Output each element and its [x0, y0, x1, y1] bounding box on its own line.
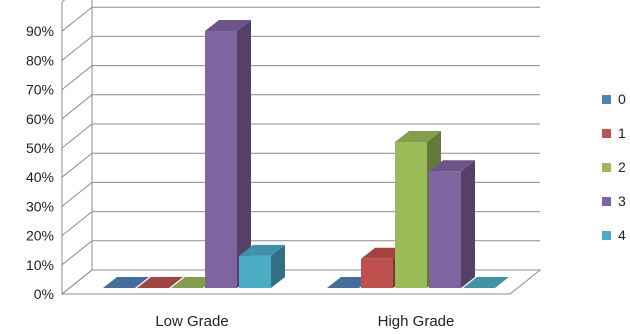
- bar-front: [429, 171, 461, 288]
- bar-side: [461, 160, 475, 288]
- y-tick-label: 10%: [26, 257, 54, 273]
- bar-side: [237, 20, 251, 288]
- bar-top: [395, 131, 441, 142]
- y-tick-label: 30%: [26, 198, 54, 214]
- gridline: [61, 152, 540, 178]
- gridline: [61, 123, 540, 149]
- legend-swatch: [602, 163, 611, 172]
- y-tick-label: 0%: [34, 286, 54, 302]
- x-axis-category-labels: Low Grade High Grade: [155, 313, 454, 330]
- legend-item: 3: [602, 193, 626, 209]
- legend-item: 1: [602, 125, 626, 141]
- legend-swatch: [602, 231, 611, 240]
- gridline: [61, 65, 540, 90]
- x-category-label: Low Grade: [155, 313, 228, 330]
- bar: [463, 277, 509, 289]
- bar-top: [137, 277, 183, 288]
- gridline: [61, 94, 540, 120]
- bar-top: [429, 160, 475, 172]
- y-tick-label: 90%: [26, 23, 54, 39]
- legend-swatch: [602, 95, 611, 104]
- gridline: [61, 6, 540, 32]
- bar-side: [271, 244, 285, 288]
- bar: [239, 244, 285, 288]
- y-tick-label: 60%: [26, 111, 54, 127]
- legend-swatch: [602, 197, 611, 206]
- bar-front: [239, 255, 271, 288]
- legend-label: 1: [618, 125, 626, 141]
- y-tick-label: 20%: [26, 228, 54, 244]
- bar-front: [205, 31, 237, 288]
- bar: [103, 277, 149, 289]
- bar: [137, 277, 183, 289]
- bars: [103, 20, 509, 289]
- bar: [429, 160, 475, 288]
- y-tick-label: 40%: [26, 169, 54, 185]
- gridline: [61, 240, 540, 266]
- legend-label: 4: [618, 227, 626, 243]
- y-tick-label: 50%: [26, 140, 54, 156]
- gridline-top: [61, 0, 66, 3]
- legend-swatch: [602, 129, 611, 138]
- gridline: [61, 181, 540, 207]
- bar-top: [205, 20, 251, 32]
- y-tick-label: 80%: [26, 52, 54, 68]
- bar-top: [103, 277, 149, 288]
- legend-label: 0: [618, 91, 626, 107]
- legend-item: 4: [602, 227, 626, 243]
- y-axis-tick-labels: 0% 10% 20% 30% 40% 50% 60% 70% 80% 90%: [26, 23, 54, 302]
- gridline: [61, 35, 540, 61]
- bar-top: [463, 277, 509, 288]
- bar-top: [239, 244, 285, 256]
- legend-item: 2: [602, 159, 626, 175]
- gridline: [61, 211, 540, 236]
- bar-front: [395, 142, 427, 288]
- y-tick-label: 70%: [26, 82, 54, 98]
- bar-front: [361, 258, 393, 288]
- legend-label: 3: [618, 193, 626, 209]
- legend-label: 2: [618, 159, 626, 175]
- legend-item: 0: [602, 91, 626, 107]
- legend: 0 1 2 3 4: [602, 91, 626, 243]
- bar: [205, 20, 251, 288]
- x-category-label: High Grade: [378, 313, 455, 330]
